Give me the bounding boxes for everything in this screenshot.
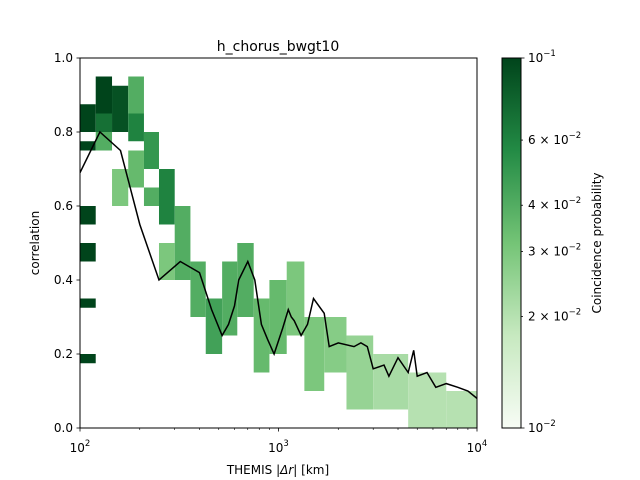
heatmap-cell — [190, 261, 206, 317]
x-label-suffix: | [km] — [293, 463, 329, 477]
y-tick-label: 1.0 — [54, 51, 73, 65]
colorbar-tick-label: 10−2 — [528, 419, 556, 435]
heatmap-cell — [95, 132, 113, 151]
y-tick-label: 0.0 — [54, 421, 73, 435]
heatmap-cell — [128, 150, 144, 188]
heatmap-cell — [80, 141, 96, 151]
x-axis: 102 103 104 — [70, 428, 488, 455]
y-tick-label: 0.2 — [54, 347, 73, 361]
y-tick-label: 0.6 — [54, 199, 73, 213]
chart-title: h_chorus_bwgt10 — [217, 39, 339, 55]
y-axis-label: correlation — [28, 211, 42, 275]
colorbar-label: Coincidence probability — [590, 172, 604, 313]
x-label-prefix: THEMIS | — [226, 463, 280, 477]
colorbar-gradient — [501, 57, 522, 429]
heatmap-cell — [253, 298, 270, 373]
heatmap-cell — [112, 85, 129, 132]
colorbar-tick-label: 4 × 10−2 — [528, 196, 581, 212]
heatmap-cell — [80, 354, 96, 364]
heatmap-cell — [128, 76, 144, 114]
heatmap-cell — [143, 132, 159, 169]
heatmap-cell — [112, 169, 129, 206]
colorbar-tick-label: 10−1 — [528, 49, 556, 65]
colorbar: 10−1 6 × 10−2 4 × 10−2 3 × 10−2 2 × 10−2 10−2 — [501, 49, 581, 435]
y-tick-label: 0.8 — [54, 125, 73, 139]
x-tick-label: 104 — [467, 439, 488, 455]
heatmap-cell — [95, 76, 113, 114]
heatmap-cell — [158, 169, 175, 225]
heatmap-cell — [80, 243, 96, 262]
heatmap-cell — [143, 187, 159, 206]
colorbar-ticks: 10−1 6 × 10−2 4 × 10−2 3 × 10−2 2 × 10−2 10−2 — [521, 49, 581, 435]
heatmap-cell — [80, 206, 96, 225]
heatmap-cell — [446, 391, 477, 428]
heatmap-cell — [237, 243, 254, 317]
heatmap-cell — [222, 261, 238, 336]
heatmap-cell — [346, 335, 374, 410]
heatmap-cell — [80, 298, 96, 308]
heatmap-cell — [408, 372, 447, 428]
median-line — [80, 130, 477, 399]
heatmap-cell — [80, 104, 96, 132]
x-tick-label: 102 — [70, 439, 91, 455]
heatmap-cell — [205, 298, 223, 354]
x-label-symbol: Δr — [279, 463, 294, 477]
heatmap-cell — [158, 243, 175, 280]
x-axis-label: THEMIS |Δr| [km] — [226, 463, 329, 477]
y-tick-label: 0.4 — [54, 273, 73, 287]
y-axis: 0.0 0.2 0.4 0.6 0.8 1.0 — [54, 51, 80, 435]
colorbar-tick-label: 3 × 10−2 — [528, 242, 581, 258]
heatmap-cell — [373, 354, 409, 410]
heatmap-cell — [95, 113, 113, 132]
colorbar-tick-label: 2 × 10−2 — [528, 308, 581, 324]
x-tick-label: 103 — [268, 439, 289, 455]
colorbar-tick-label: 6 × 10−2 — [528, 131, 581, 147]
plot-area: 102 103 104 0.0 0.2 0.4 0.6 0.8 1.0 — [54, 51, 487, 455]
heatmap-cell — [304, 317, 325, 391]
heatmap-cell — [174, 206, 191, 280]
heatmap-cell — [269, 280, 287, 354]
heatmap-cell — [128, 113, 144, 142]
